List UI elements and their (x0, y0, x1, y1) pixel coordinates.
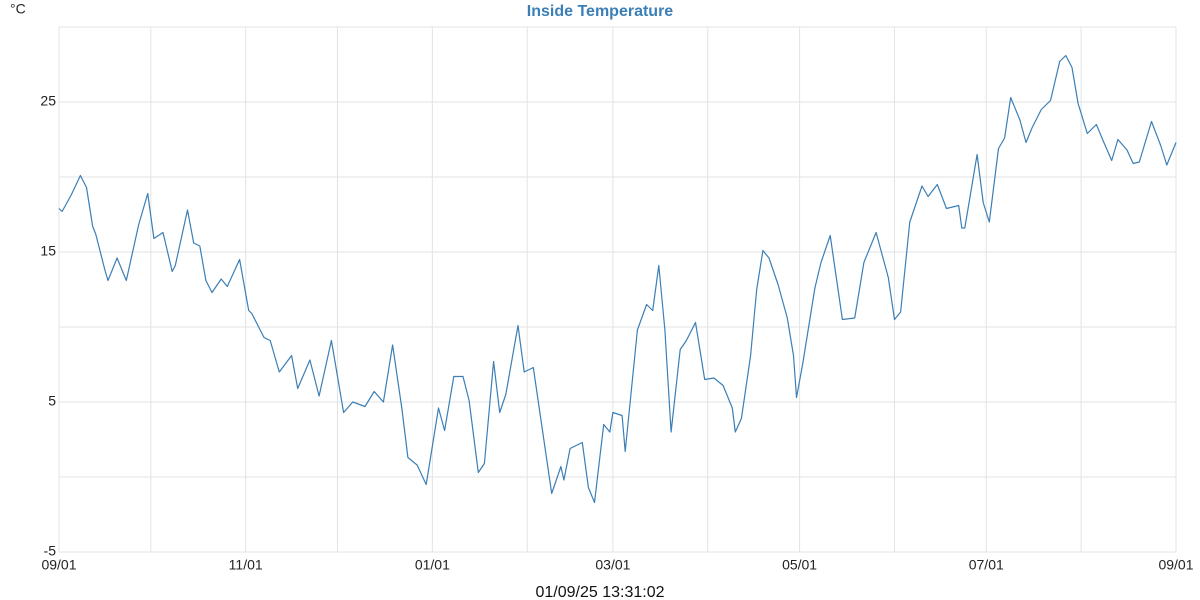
y-tick-label: 15 (40, 243, 56, 259)
x-tick-label: 01/01 (415, 557, 450, 573)
x-tick-label: 07/01 (969, 557, 1004, 573)
data-line (58, 54, 1177, 504)
y-tick-label: 5 (48, 393, 56, 409)
timestamp: 01/09/25 13:31:02 (535, 584, 664, 600)
x-tick-label: 09/01 (41, 557, 76, 573)
x-tick-label: 09/01 (1158, 557, 1193, 573)
chart-title: Inside Temperature (527, 3, 674, 20)
y-tick-label: -5 (44, 543, 57, 559)
y-unit: °C (10, 1, 26, 17)
y-tick-label: 25 (40, 93, 56, 109)
x-tick-label: 11/01 (229, 557, 263, 573)
x-tick-label: 05/01 (782, 557, 817, 573)
x-tick-label: 03/01 (595, 557, 630, 573)
